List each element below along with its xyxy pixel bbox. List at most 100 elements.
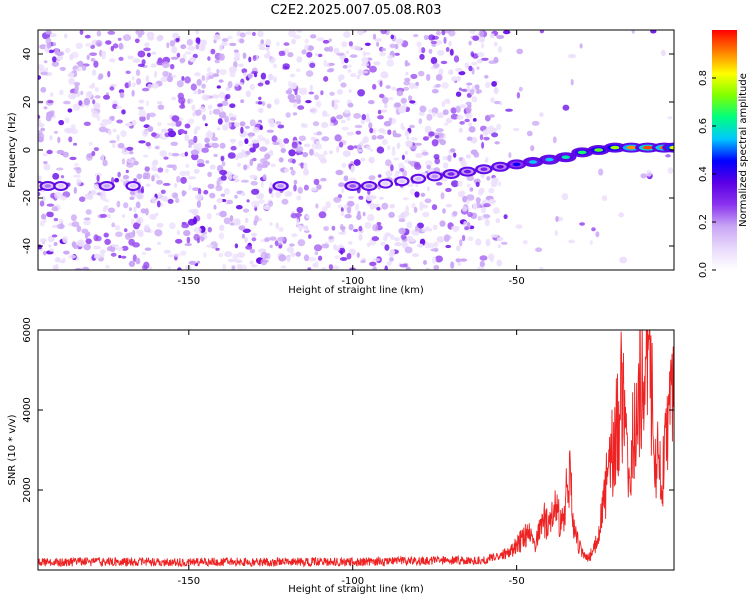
speckle-blob [467,211,473,218]
speckle-blob [169,40,176,47]
speckle-blob [348,163,352,169]
speckle-blob [380,71,389,79]
speckle-blob [530,145,535,152]
speckle-blob [357,68,363,77]
speckle-blob [235,205,243,210]
speckle-blob [448,69,454,75]
speckle-blob [84,34,91,39]
speckle-blob [398,106,407,114]
speckle-blob [348,64,352,68]
speckle-blob [369,127,374,134]
speckle-blob [176,175,181,183]
speckle-blob [63,250,70,255]
speckle-blob [93,183,100,190]
speckle-blob [69,156,77,161]
speckle-blob [333,196,342,203]
speckle-blob [187,99,191,104]
speckle-blob [170,56,179,60]
speckle-blob [317,53,323,58]
speckle-blob [505,108,513,112]
colorbar-ticks: 0.0 0.2 0.4 0.6 0.8 [698,70,716,278]
speckle-blob [135,229,144,235]
speckle-blob [444,122,449,126]
speckle-blob [233,56,240,62]
speckle-blob [80,90,84,96]
speckle-blob [83,121,91,127]
speckle-blob [468,122,473,127]
speckle-blob [466,183,471,188]
speckle-blob [346,206,352,214]
speckle-blob [262,174,267,181]
speckle-blob [109,58,116,63]
speckle-blob [330,116,337,123]
speckle-blob [156,175,160,180]
speckle-blob [539,112,544,117]
speckle-blob [132,229,136,237]
speckle-blob [145,142,151,147]
speckle-blob [138,30,145,36]
speckle-blob [189,57,197,63]
speckle-blob [450,148,456,153]
speckle-blob [56,149,65,155]
speckle-blob [321,243,330,249]
speckle-blob [466,136,473,141]
speckle-blob [144,166,150,172]
speckle-blob [91,82,95,89]
speckle-blob [167,266,171,270]
colorbar-label: Normalized spectral amplitude [738,73,749,227]
speckle-blob [86,54,90,60]
speckle-blob [278,244,282,249]
speckle-blob [389,249,395,255]
speckle-blob [100,154,105,162]
y-tick-label: 20 [22,96,33,109]
speckle-blob [258,193,265,199]
speckle-blob [303,254,310,262]
speckle-blob [368,175,376,181]
speckle-blob [56,51,63,56]
speckle-blob [292,112,298,116]
speckle-blob [371,236,379,242]
speckle-blob [122,214,126,218]
speckle-blob [228,122,232,128]
speckle-blob [341,187,345,194]
speckle-blob [552,136,557,144]
speckle-blob [329,122,334,127]
speckle-blob [440,60,448,65]
speckle-blob [434,134,440,139]
speckle-blob [266,129,274,133]
speckle-blob [423,34,429,41]
speckle-blob [264,53,271,59]
speckle-blob [233,49,239,53]
speckle-blob [209,164,216,170]
speckle-blob [432,63,440,68]
speckle-blob [184,134,190,142]
speckle-blob [277,236,286,242]
speckle-blob [291,38,297,45]
speckle-blob [490,234,499,238]
speckle-blob [133,160,139,166]
speckle-blob [270,163,277,168]
speckle-blob [104,199,110,203]
speckle-blob [52,42,57,46]
ridge-core [44,184,52,188]
speckle-blob [456,245,461,252]
speckle-blob [216,85,221,89]
speckle-blob [362,138,368,144]
speckle-blob [141,251,147,256]
speckle-blob [458,71,466,76]
speckle-blob [402,169,407,177]
speckle-blob [490,180,498,188]
speckle-blob [248,56,252,63]
speckle-blob [75,42,84,49]
speckle-blob [403,80,411,86]
speckle-blob [314,94,319,101]
speckle-blob [441,30,446,36]
speckle-blob [145,100,149,107]
speckle-blob [436,138,444,143]
speckle-blob [372,258,381,262]
speckle-blob [618,212,624,218]
speckle-blob [51,61,60,67]
speckle-blob [336,52,345,56]
speckle-blob [346,253,352,260]
speckle-blob [601,195,608,202]
